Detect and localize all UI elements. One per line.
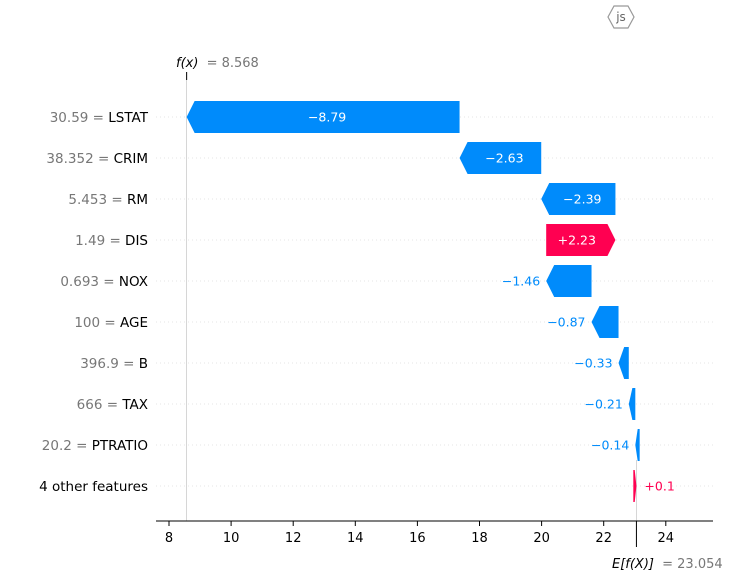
feature-name: DIS — [125, 233, 148, 249]
feature-name: CRIM — [114, 151, 148, 167]
bar-value-label: −0.14 — [591, 438, 629, 453]
js-badge-label: js — [615, 10, 626, 24]
feature-name: B — [139, 356, 148, 372]
x-tick-label: 8 — [165, 531, 173, 546]
bar-value-label: +0.1 — [644, 479, 674, 494]
feature-value: 30.59 = — [50, 110, 109, 126]
fx-label: f(x) — [176, 56, 198, 71]
feature-label: 1.49 = DIS — [75, 233, 148, 249]
fx-annotation: f(x) = 8.568 — [176, 56, 259, 71]
bar-value-label: −2.63 — [485, 151, 523, 166]
feature-value: 100 = — [74, 315, 120, 331]
feature-name: 4 other features — [39, 479, 148, 495]
feature-labels: 30.59 = LSTAT 38.352 = CRIM 5.453 = RM 1.49… — [39, 110, 149, 495]
feature-value: 1.49 = — [75, 233, 125, 249]
x-tick-label: 18 — [471, 531, 488, 546]
bar-value-label: −0.87 — [547, 315, 585, 330]
feature-name: RM — [127, 192, 148, 208]
bars: −8.79 −2.63 −2.39 +2.23 −1.46 −0.87 −0.33 −0.21… — [186, 101, 675, 502]
feature-label: 38.352 = CRIM — [46, 151, 148, 167]
bar-value-label: −0.21 — [584, 397, 622, 412]
feature-value: 20.2 = — [42, 438, 92, 454]
feature-label: 0.693 = NOX — [60, 274, 148, 290]
feature-label: 30.59 = LSTAT — [50, 110, 149, 126]
bar-rm — [541, 183, 616, 215]
feature-label: 20.2 = PTRATIO — [42, 438, 148, 454]
x-tick-label: 12 — [285, 531, 302, 546]
feature-label: 4 other features — [39, 479, 148, 495]
x-axis: 8 10 12 14 16 18 20 22 24 — [156, 520, 713, 547]
feature-value: 0.693 = — [60, 274, 119, 290]
bar-value-label: −8.79 — [308, 110, 346, 125]
feature-label: 396.9 = B — [80, 356, 148, 372]
feature-name: LSTAT — [108, 110, 148, 126]
bar-crim — [459, 142, 542, 174]
fx-text: f(x) = 8.568 — [176, 56, 259, 71]
bar-value-label: −0.33 — [574, 356, 612, 371]
feature-name: AGE — [120, 315, 148, 331]
js-badge-icon[interactable]: js — [606, 3, 636, 31]
bar-value-label: −2.39 — [563, 192, 601, 207]
feature-label: 5.453 = RM — [68, 192, 148, 208]
bar-ptratio — [635, 429, 640, 461]
bar-dis — [546, 224, 616, 256]
feature-value: 38.352 = — [46, 151, 113, 167]
bar-value-label: −1.46 — [502, 274, 540, 289]
efx-value: = 23.054 — [662, 557, 723, 572]
fx-value: = 8.568 — [207, 56, 259, 71]
feature-name: PTRATIO — [92, 438, 148, 454]
x-tick-label: 14 — [347, 531, 364, 546]
x-tick-label: 22 — [595, 531, 612, 546]
x-tick-label: 24 — [658, 531, 675, 546]
bar-value-label: +2.23 — [558, 233, 596, 248]
bar-4-other-features — [633, 470, 637, 502]
efx-label: E[f(X)] — [612, 557, 654, 572]
feature-value: 396.9 = — [80, 356, 139, 372]
grid-lines — [156, 72, 713, 521]
efx-annotation: E[f(X)] = 23.054 — [612, 557, 723, 572]
bar-nox — [546, 265, 592, 297]
bar-tax — [628, 388, 636, 420]
x-tick-label: 16 — [409, 531, 426, 546]
bar-age — [591, 306, 619, 338]
bar-b — [618, 347, 629, 379]
feature-value: 666 = — [77, 397, 123, 413]
bar-lstat — [186, 101, 460, 133]
feature-name: TAX — [121, 397, 148, 413]
feature-value: 5.453 = — [68, 192, 127, 208]
feature-label: 666 = TAX — [77, 397, 148, 413]
efx-text: E[f(X)] = 23.054 — [612, 557, 723, 572]
x-tick-label: 10 — [223, 531, 240, 546]
x-tick-label: 20 — [533, 531, 550, 546]
feature-label: 100 = AGE — [74, 315, 148, 331]
feature-name: NOX — [119, 274, 148, 290]
